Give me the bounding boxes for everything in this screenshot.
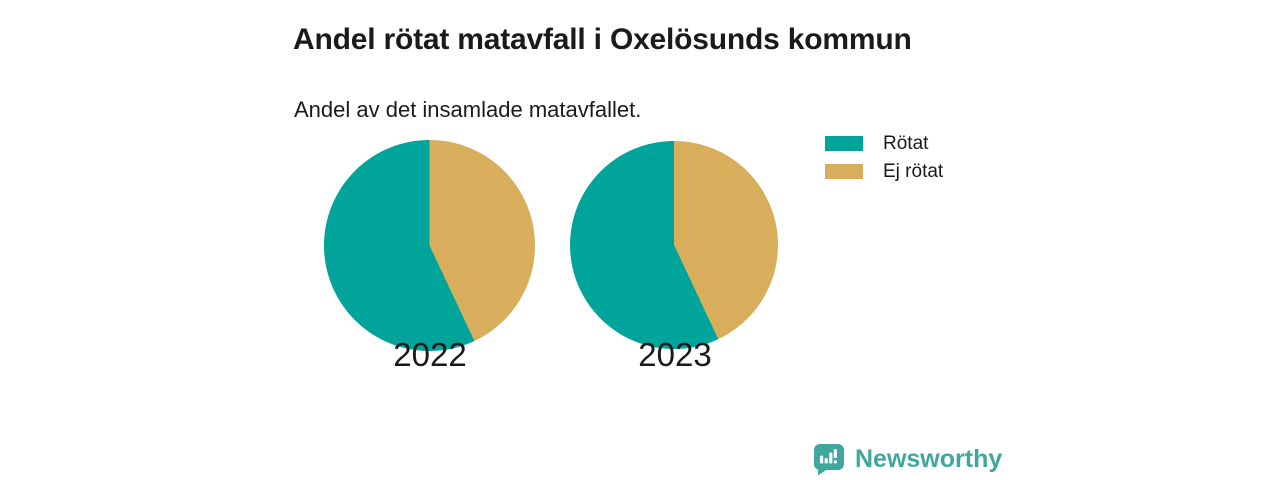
legend: Rötat Ej rötat	[825, 133, 944, 182]
newsworthy-logo: Newsworthy	[812, 442, 1002, 476]
legend-swatch-ej-rotat	[825, 164, 863, 179]
legend-item-ej-rotat: Ej rötat	[825, 161, 944, 182]
newsworthy-logo-icon	[814, 444, 844, 476]
legend-item-rotat: Rötat	[825, 133, 943, 154]
pie-2023-label: 2023	[638, 336, 712, 373]
pie-2022-label: 2022	[393, 336, 467, 373]
legend-label-rotat: Rötat	[883, 133, 929, 154]
chart-title: Andel rötat matavfall i Oxelösunds kommu…	[293, 23, 912, 57]
legend-label-ej-rotat: Ej rötat	[883, 161, 944, 182]
pie-2022	[324, 140, 535, 351]
newsworthy-logo-text: Newsworthy	[855, 445, 1003, 473]
pie-2023	[570, 141, 778, 349]
chart-subtitle: Andel av det insamlade matavfallet.	[294, 97, 642, 122]
legend-swatch-rotat	[825, 136, 863, 151]
